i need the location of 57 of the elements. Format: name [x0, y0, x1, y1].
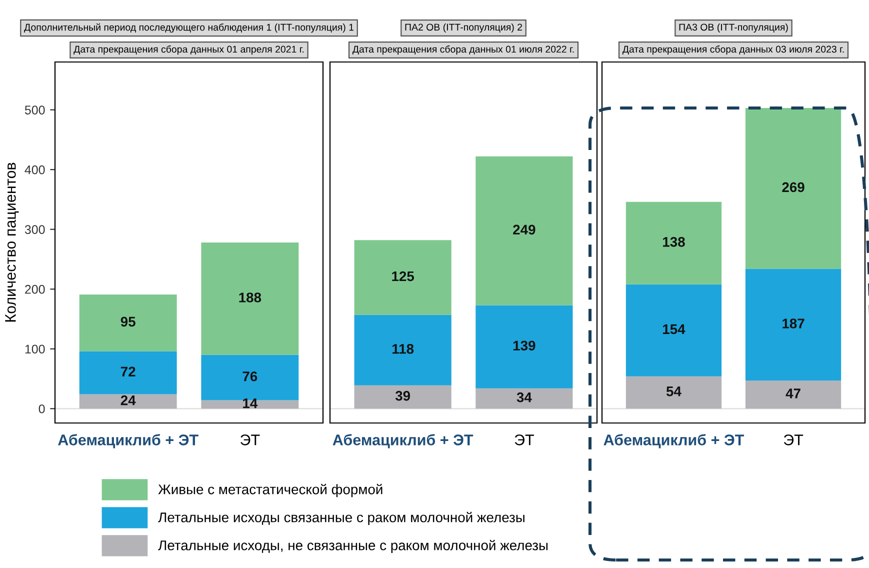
bar — [745, 380, 842, 409]
data-label: 249 — [513, 224, 536, 235]
bar — [354, 385, 452, 409]
y-tick-label: 400 — [24, 165, 45, 174]
bar — [626, 376, 722, 409]
bar — [476, 388, 573, 409]
data-label: 139 — [513, 340, 536, 351]
y-tick-label: 0 — [38, 404, 45, 414]
y-tick-label: 100 — [25, 344, 45, 354]
bar — [201, 242, 299, 355]
bar — [354, 240, 452, 315]
legend-label: Живые с метастатической формой — [158, 484, 382, 498]
data-label: 14 — [243, 398, 258, 408]
x-tick-label: ЭТ — [514, 434, 534, 446]
y-axis-title: Количество пациентов — [5, 162, 19, 322]
bar — [626, 202, 722, 284]
y-tick-label: 500 — [24, 106, 45, 114]
bar — [79, 394, 177, 409]
x-tick-label: Абемациклиб + ЭТ — [332, 434, 474, 448]
chart-title: ПА3 OВ (ITT-популяция) — [679, 23, 788, 33]
bar — [745, 108, 842, 269]
data-label: 187 — [782, 318, 804, 328]
data-label: 54 — [666, 386, 682, 396]
x-tick-label: Абемациклиб + ЭТ — [604, 434, 744, 448]
bar — [201, 354, 299, 400]
data-label: 154 — [663, 324, 686, 334]
y-tick-label: 300 — [24, 225, 45, 234]
data-label: 24 — [120, 395, 136, 406]
data-label: 125 — [392, 271, 414, 282]
data-label: 138 — [663, 236, 685, 247]
y-tick-label: 200 — [25, 284, 45, 294]
data-label: 72 — [120, 366, 136, 376]
legend-label: Летальные исходы связанные с раком молочной железы — [158, 512, 524, 526]
x-tick-label: ЭТ — [784, 434, 804, 446]
bar — [476, 305, 573, 388]
chart-subtitle: Дата прекращения сбора данных 03 июля 2023 г. — [622, 45, 844, 55]
legend-label: Летальные исходы, не связанные с раком молочной железы — [158, 540, 548, 554]
data-label: 39 — [395, 390, 410, 401]
chart-subtitle: Дата прекращения сбора данных 01 июля 2022 г. — [352, 45, 574, 55]
bar — [626, 284, 722, 376]
bar — [79, 294, 177, 352]
x-tick-label: ЭТ — [240, 434, 260, 446]
chart-title: ПА2 OВ (ITT-популяция) 2 — [405, 23, 522, 33]
bar — [476, 156, 573, 306]
chart-subtitle: Дата прекращения сбора данных 01 апреля 2021 г. — [74, 45, 304, 55]
chart-title: Дополнительный период последующего наблюдения 1 (ITT-популяция) 1 — [24, 23, 354, 33]
data-label: 47 — [786, 388, 800, 398]
bar — [354, 314, 452, 386]
x-tick-label: Абемациклиб + ЭТ — [58, 434, 198, 448]
data-label: 118 — [392, 344, 414, 354]
data-label: 95 — [120, 316, 136, 327]
data-label: 76 — [242, 371, 258, 382]
bar — [745, 268, 842, 381]
data-label: 34 — [516, 392, 532, 402]
bar — [79, 351, 177, 394]
data-label: 188 — [239, 292, 262, 302]
data-label: 269 — [782, 182, 804, 192]
